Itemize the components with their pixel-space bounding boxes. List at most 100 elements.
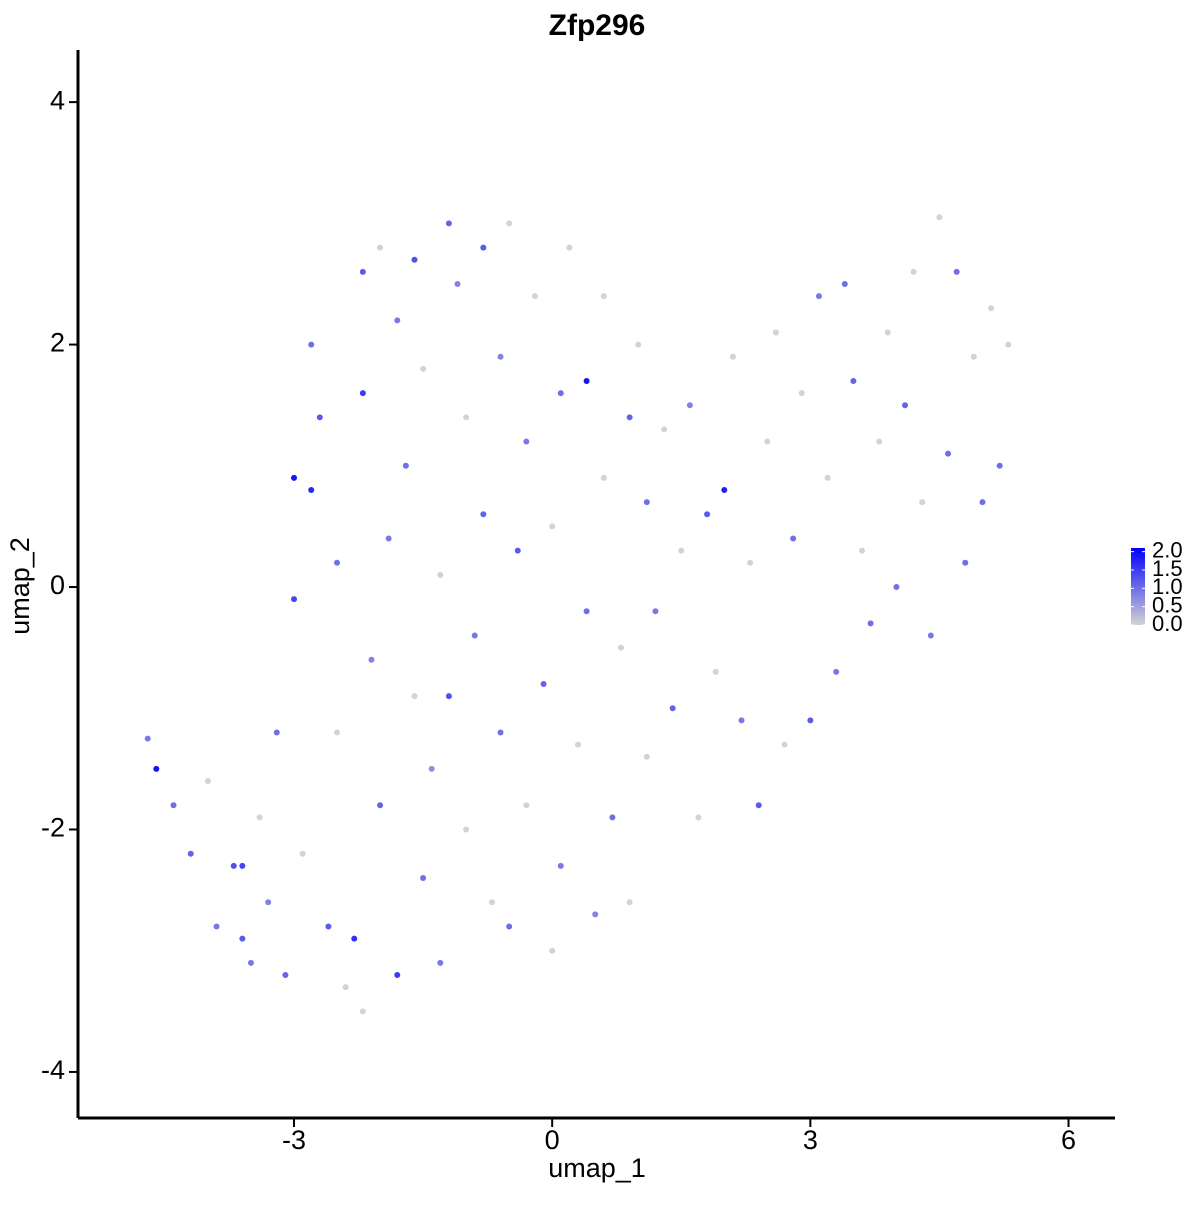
point (488, 899, 495, 906)
point (454, 280, 461, 287)
colorbar-label: 2.0 (1152, 537, 1183, 562)
point (962, 559, 969, 566)
point (772, 329, 779, 336)
point (704, 511, 711, 518)
point (910, 268, 917, 275)
point (411, 256, 418, 263)
point (325, 923, 332, 930)
point (265, 899, 272, 906)
point (574, 741, 581, 748)
point (445, 693, 452, 700)
point (945, 450, 952, 457)
point (497, 729, 504, 736)
point (153, 765, 160, 772)
point (359, 1008, 366, 1015)
point (755, 802, 762, 809)
point (549, 947, 556, 954)
point (411, 693, 418, 700)
x-axis-label: umap_1 (548, 1153, 646, 1183)
point (876, 438, 883, 445)
y-tick-label: -2 (41, 813, 65, 843)
chart-title: Zfp296 (549, 9, 646, 42)
point (549, 523, 556, 530)
point (316, 414, 323, 421)
point (523, 802, 530, 809)
point (256, 814, 263, 821)
y-tick-label: 0 (50, 570, 65, 600)
point (291, 596, 298, 603)
point (187, 850, 194, 857)
point (841, 280, 848, 287)
point (230, 862, 237, 869)
point (308, 341, 315, 348)
point (678, 547, 685, 554)
point (583, 608, 590, 615)
point (557, 390, 564, 397)
point (661, 426, 668, 433)
point (170, 802, 177, 809)
point (815, 293, 822, 300)
y-tick-label: 4 (50, 85, 65, 115)
point (979, 499, 986, 506)
point (523, 438, 530, 445)
point (609, 814, 616, 821)
point (437, 571, 444, 578)
point (144, 735, 151, 742)
point (334, 729, 341, 736)
point (402, 462, 409, 469)
point (204, 777, 211, 784)
point (996, 462, 1003, 469)
point (643, 499, 650, 506)
point (394, 971, 401, 978)
point (497, 353, 504, 360)
point (953, 268, 960, 275)
point (600, 293, 607, 300)
point (420, 365, 427, 372)
point (867, 620, 874, 627)
point (669, 705, 676, 712)
point (764, 438, 771, 445)
colorbar (1131, 548, 1145, 625)
point (463, 826, 470, 833)
point (420, 874, 427, 881)
point (514, 547, 521, 554)
point (790, 535, 797, 542)
point (626, 414, 633, 421)
point (919, 499, 926, 506)
point (506, 923, 513, 930)
point (385, 535, 392, 542)
colorbar-label: 1.0 (1152, 574, 1183, 599)
y-axis-label: umap_2 (5, 537, 35, 635)
point (445, 220, 452, 227)
colorbar-label: 0.0 (1152, 611, 1183, 636)
point (618, 644, 625, 651)
colorbar-label: 1.5 (1152, 556, 1183, 581)
point (893, 584, 900, 591)
point (377, 802, 384, 809)
point (927, 632, 934, 639)
point (463, 414, 470, 421)
point (531, 293, 538, 300)
point (247, 959, 254, 966)
point (1005, 341, 1012, 348)
point (368, 656, 375, 663)
point (902, 402, 909, 409)
point (747, 559, 754, 566)
point (557, 862, 564, 869)
point (273, 729, 280, 736)
point (377, 244, 384, 251)
point (695, 814, 702, 821)
point (635, 341, 642, 348)
point (540, 681, 547, 688)
point (738, 717, 745, 724)
x-tick-label: -3 (282, 1125, 306, 1155)
point (729, 353, 736, 360)
point (721, 487, 728, 494)
y-tick-label: 2 (50, 328, 65, 358)
point (781, 741, 788, 748)
point (239, 862, 246, 869)
x-tick-label: 6 (1061, 1125, 1076, 1155)
point (583, 377, 590, 384)
point (884, 329, 891, 336)
